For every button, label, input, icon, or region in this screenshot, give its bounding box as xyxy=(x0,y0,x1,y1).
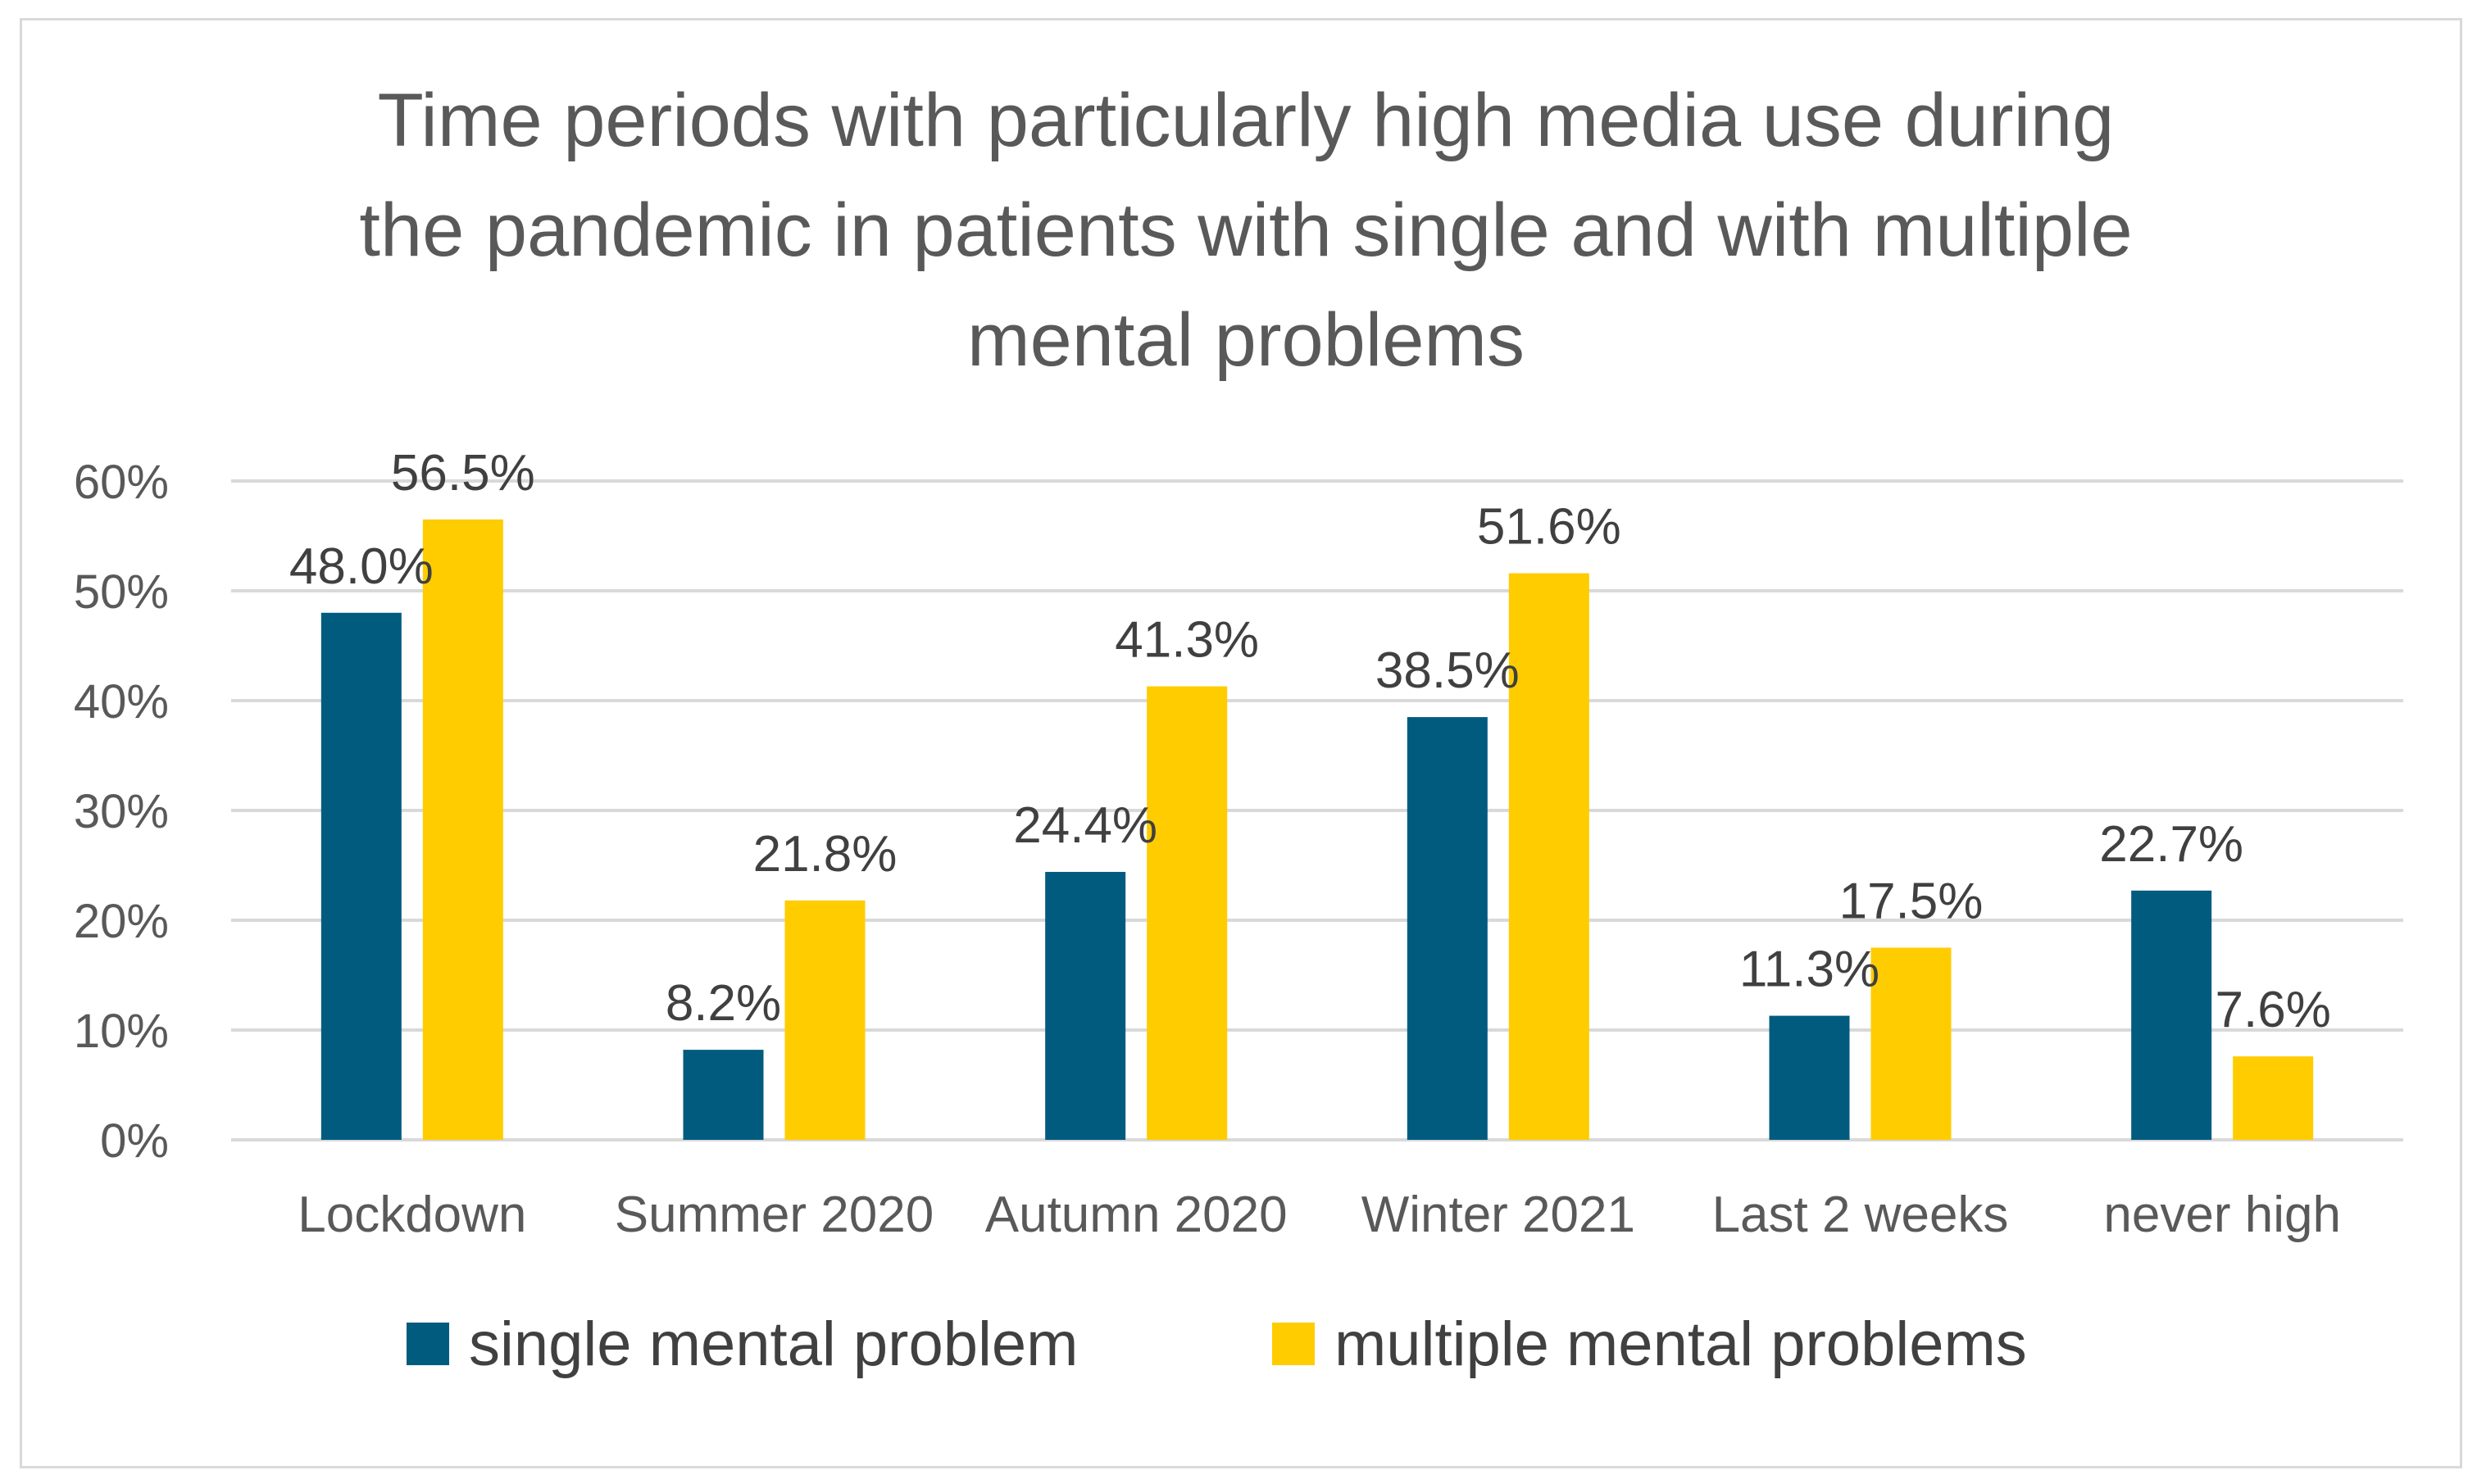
legend-label-multiple: multiple mental problems xyxy=(1334,1309,2027,1379)
x-axis-category-labels: Lockdown Summer 2020 Autumn 2020 Winter 202… xyxy=(298,1187,2341,1243)
x-category-label: Last 2 weeks xyxy=(1712,1187,2009,1243)
legend-label-single: single mental problem xyxy=(469,1309,1079,1379)
y-tick-label: 40% xyxy=(74,675,169,728)
chart-title-line-3: mental problems xyxy=(967,298,1525,382)
y-tick-label: 30% xyxy=(74,785,169,838)
data-label: 24.4% xyxy=(1013,797,1157,854)
data-label: 22.7% xyxy=(2099,816,2243,873)
data-label: 38.5% xyxy=(1375,642,1520,699)
bar-single-0 xyxy=(320,612,402,1140)
y-tick-label: 0% xyxy=(100,1114,169,1168)
bar-single-2 xyxy=(1045,872,1126,1140)
legend-swatch-multiple xyxy=(1272,1323,1315,1365)
bar-multiple-3 xyxy=(1508,573,1589,1140)
bar-multiple-2 xyxy=(1147,686,1228,1140)
bar-multiple-4 xyxy=(1870,947,1952,1140)
x-category-label: Autumn 2020 xyxy=(985,1187,1288,1243)
data-label: 51.6% xyxy=(1477,499,1621,556)
data-label: 7.6% xyxy=(2216,982,2331,1038)
chart-title: Time periods with particularly high medi… xyxy=(359,79,2132,382)
x-category-label: never high xyxy=(2103,1187,2341,1243)
data-label: 21.8% xyxy=(753,826,898,883)
data-label: 56.5% xyxy=(391,445,535,501)
x-category-label: Summer 2020 xyxy=(615,1187,934,1243)
bar-single-4 xyxy=(1769,1015,1850,1140)
gridlines xyxy=(231,479,2403,1141)
data-label: 48.0% xyxy=(289,538,434,595)
data-labels: 48.0% 56.5% 8.2% 21.8% 24.4% 41.3% 38.5% 51.6% 1… xyxy=(289,445,2331,1038)
bar-multiple-1 xyxy=(784,900,866,1140)
data-label: 8.2% xyxy=(666,975,781,1032)
legend-swatch-single xyxy=(407,1323,449,1365)
y-axis-tick-labels: 0% 10% 20% 30% 40% 50% 60% xyxy=(74,456,169,1168)
chart-title-line-2: the pandemic in patients with single and… xyxy=(359,188,2132,272)
y-tick-label: 20% xyxy=(74,895,169,948)
data-label: 17.5% xyxy=(1839,874,1984,930)
bars xyxy=(320,519,2314,1140)
y-tick-label: 50% xyxy=(74,565,169,619)
chart-title-line-1: Time periods with particularly high medi… xyxy=(378,79,2115,162)
data-label: 41.3% xyxy=(1115,612,1259,669)
y-tick-label: 60% xyxy=(74,456,169,509)
bar-multiple-0 xyxy=(422,519,503,1140)
x-category-label: Winter 2021 xyxy=(1361,1187,1635,1243)
bar-single-3 xyxy=(1407,717,1488,1140)
bar-single-5 xyxy=(2131,890,2212,1140)
legend: single mental problem multiple mental pro… xyxy=(407,1309,2027,1379)
bar-multiple-5 xyxy=(2233,1056,2314,1140)
bar-single-1 xyxy=(683,1050,764,1140)
y-tick-label: 10% xyxy=(74,1005,169,1058)
data-label: 11.3% xyxy=(1739,942,1879,998)
x-category-label: Lockdown xyxy=(298,1187,526,1243)
